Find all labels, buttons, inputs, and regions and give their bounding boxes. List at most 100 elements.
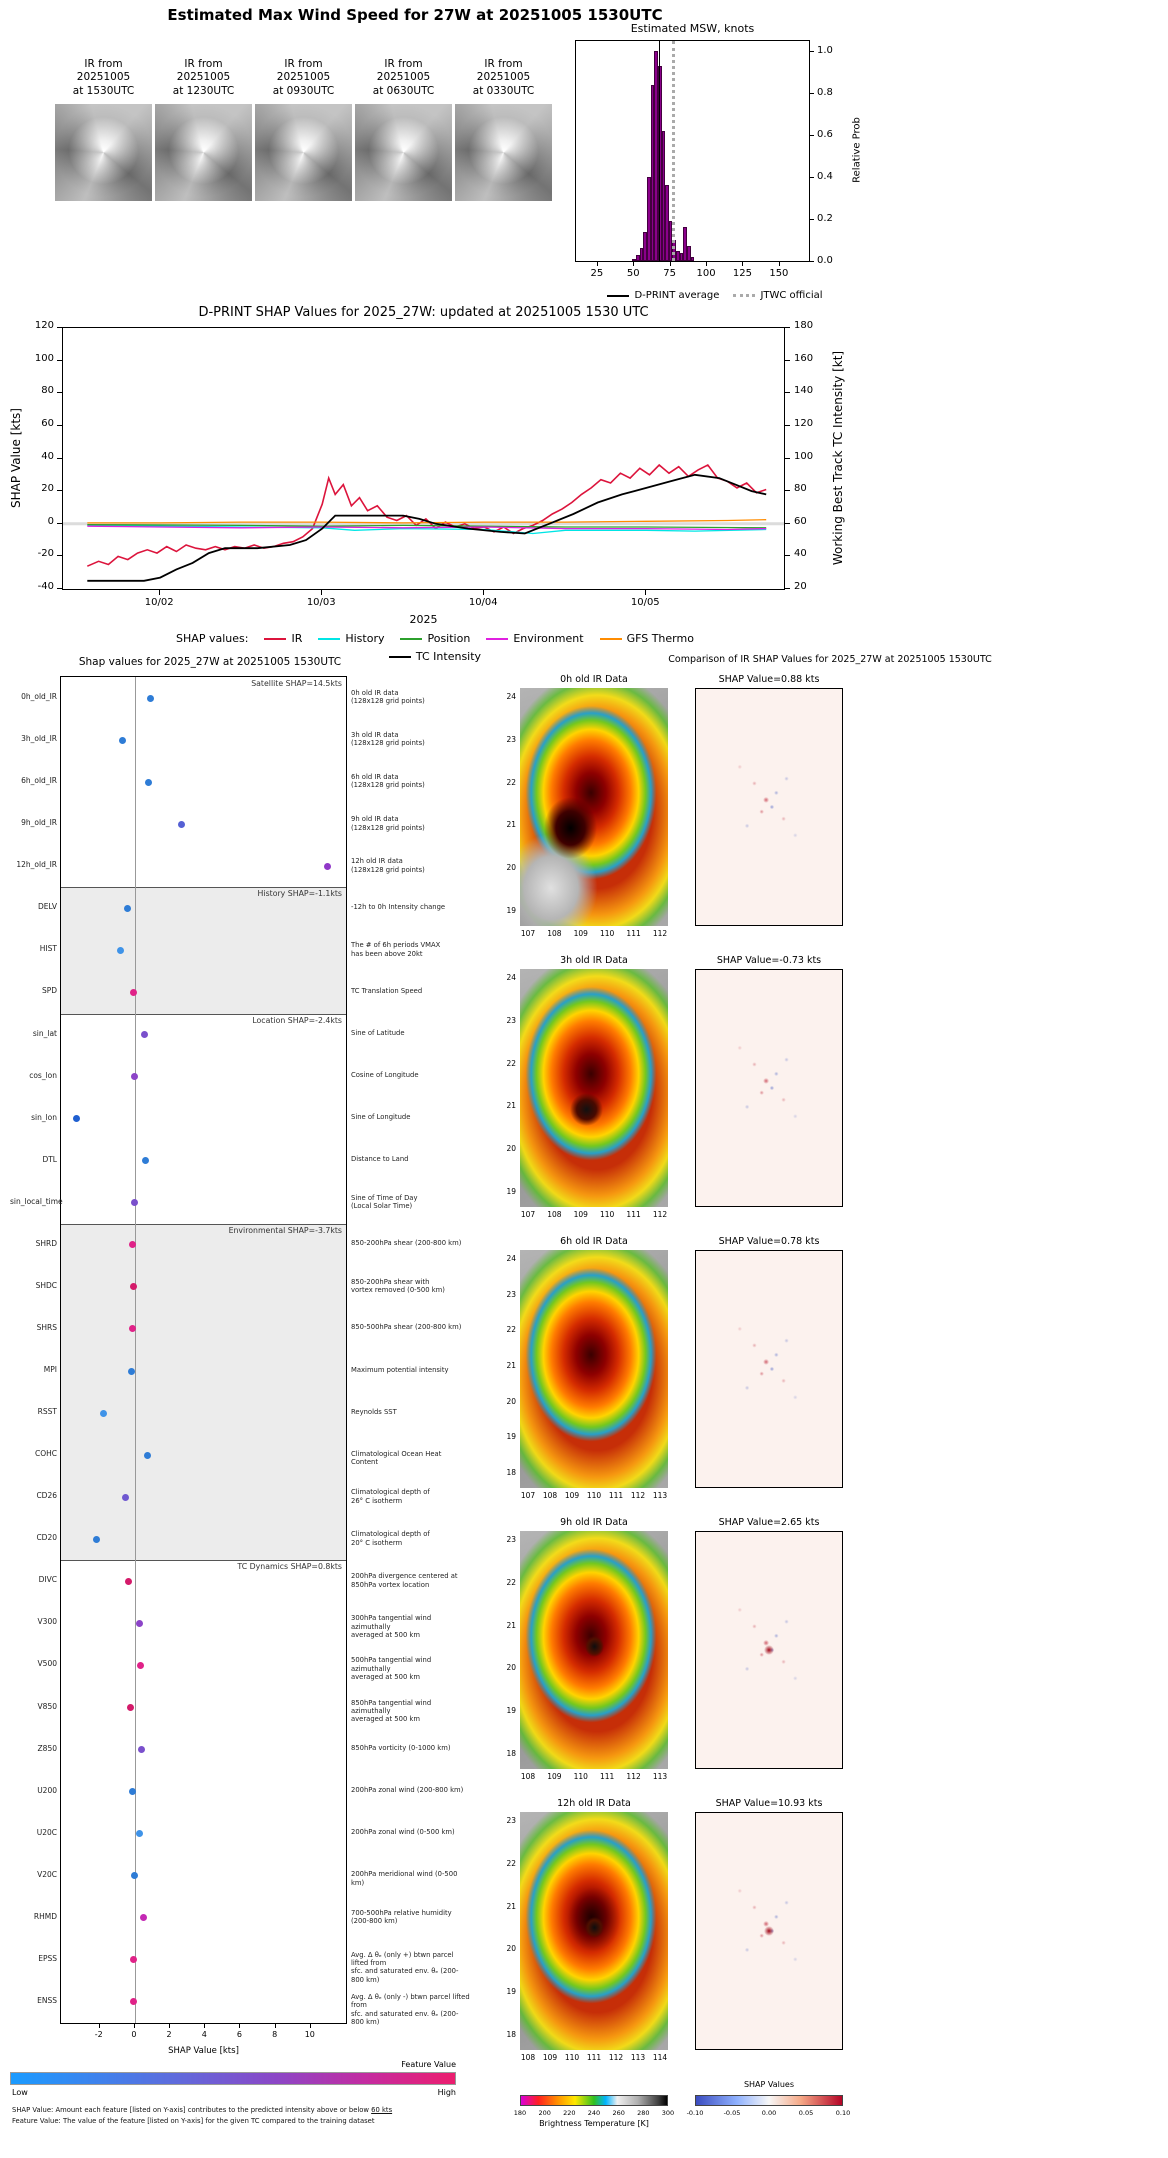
hist-y-ticklabel: 1.0 [817,45,833,56]
lat-ticklabel: 19 [506,1706,516,1716]
series-history [87,524,767,535]
desc-line: 200hPa meridional wind (0-500 km) [351,1870,458,1887]
lon-ticklabel: 112 [630,1491,646,1500]
thumbnail-label-line: IR from [284,58,323,70]
footnote-shap-value-text: SHAP Value: Amount each feature [listed … [12,2106,372,2114]
lon-ticklabel: 109 [547,1772,562,1781]
thumbnail-label-line: 20251005 [476,71,531,84]
feature-desc-3h_old_IR: 3h old IR data (128x128 grid points) [351,731,470,748]
shap-dot-6h_old_IR [145,778,153,786]
shap-image-1 [695,969,843,1207]
ts-legend-swatch [400,637,423,640]
desc-line: 9h old IR data [351,815,399,824]
timeseries-svg [63,463,784,582]
ts-right-ticklabel: 100 [794,450,814,462]
feature-desc-COHC: Climatological Ocean Heat Content [351,1450,470,1467]
timeseries-legend-row1: SHAP values: IR History Position Environmen… [0,632,870,645]
histogram-bar [646,177,651,261]
timeseries-xlabel: 2025 [409,613,438,626]
lat-ticklabel: 18 [506,2030,516,2039]
bt-ticklabel: 260 [612,2109,625,2117]
lat-ticklabel: 21 [506,1101,516,1111]
lat-ticklabel: 21 [506,1620,516,1630]
ts-left-tickmark [57,327,62,328]
ts-left-ticklabel: 60 [41,417,54,429]
feature-desc-Z850: 850hPa vorticity (0-1000 km) [351,1744,470,1752]
desc-line: 850-200hPa shear (200-800 km) [351,1239,462,1248]
ts-legend-item-position: Position [400,632,470,645]
lon-ticklabel: 112 [652,929,668,938]
lon-ticklabel: 107 [520,1210,536,1219]
hist-x-tickmark [633,262,635,266]
ts-right-ticklabel: 180 [794,320,814,331]
desc-line: 850hPa tangential wind azimuthally [351,1698,432,1715]
ts-right-tickmark [785,359,790,361]
ts-left-ticklabel: 0 [47,515,54,527]
desc-line: Reynolds SST [351,1407,397,1416]
lat-ticklabel: 19 [506,1187,516,1196]
ts-legend-item-environment: Environment [486,632,584,645]
feature-label-3h_old_IR: 3h_old_IR [21,734,57,744]
shap-dot-RHMD [140,1914,148,1922]
thumbnail-label-line: IR from [384,58,423,70]
ts-right-tickmark [785,424,790,426]
feature-desc-DTL: Distance to Land [351,1155,470,1163]
lat-ticklabel: 20 [506,1663,516,1673]
thumbnail-label-line: at 0630UTC [372,84,435,97]
timeseries-legend-caption: SHAP values: [176,632,249,645]
lon-ticklabel: 110 [586,1491,602,1500]
histogram-bar [632,258,637,261]
lat-ticklabel: 22 [506,1577,516,1587]
feature-desc-V500: 500hPa tangential wind azimuthally averag… [351,1656,470,1681]
desc-line: (128x128 grid points) [351,739,425,748]
ts-right-ticklabel: 20 [794,581,807,592]
feature-desc-ENSS: Avg. Δ θₑ (only -) btwn parcel lifted fr… [351,1993,470,2026]
ts-left-ticklabel: 100 [34,352,54,364]
feature-desc-SHRS: 850-500hPa shear (200-800 km) [351,1323,470,1331]
hist-legend-item-jtwc-official: JTWC official [733,290,823,301]
ts-legend-swatch [486,637,509,640]
section-header-2: Location SHAP=-2.4kts [252,1015,342,1025]
ts-right-ticklabel: 80 [794,483,807,495]
dp-x-ticklabel: -2 [94,2030,103,2039]
ir-panel-title-4: 12h old IR Data [557,1798,631,1809]
lat-ticklabel: 22 [506,777,516,787]
ts-legend-label: Environment [513,632,584,645]
desc-line: Climatological Ocean Heat Content [351,1449,442,1466]
section-header-0: Satellite SHAP=14.5kts [251,679,342,688]
lat-ticklabel: 23 [506,1015,516,1025]
ts-left-tickmark [57,555,62,557]
lon-ticklabel: 111 [626,1210,641,1219]
ts-right-tickmark [785,555,790,557]
desc-line: vortex removed (0-500 km) [351,1286,445,1295]
dotplot-plot: Satellite SHAP=14.5kts History SHAP=-1.1k… [60,676,347,2024]
feature-label-V850: V850 [37,1701,57,1711]
ir-image-2 [520,1250,668,1488]
feature-label-sin_lat: sin_lat [32,1028,57,1038]
timeseries-ylabel-left: SHAP Value [kts] [9,408,23,508]
bt-ticklabel: 300 [661,2109,675,2117]
histogram-title: Estimated MSW, knots [630,22,755,35]
ir-image-0 [520,688,668,926]
ts-right-tickmark [785,457,790,459]
thumbnail-label-line: 20251005 [276,71,331,84]
histogram-bar [687,246,691,261]
shap-dot-DTL [141,1157,149,1165]
lon-ticklabel: 108 [520,1772,536,1781]
jtwc-official-line [672,41,676,261]
ir-thumbnail-strip: IR from 20251005 at 1530UTC IR from 20251005… [55,58,560,208]
lon-ticklabel: 113 [652,1772,668,1781]
feature-desc-9h_old_IR: 9h old IR data (128x128 grid points) [351,815,470,832]
lon-ticklabel: 108 [542,1491,558,1500]
ts-legend-swatch [318,637,341,640]
lat-ticklabel: 23 [506,1535,516,1544]
bt-ticklabel: 200 [538,2109,551,2117]
ir-panel-title-1: 3h old IR Data [560,955,628,966]
lon-ticklabel: 108 [520,2053,536,2062]
series-gfs-thermo [87,519,767,524]
thumbnail-label-line: 20251005 [76,71,131,84]
dprint-average-swatch [607,294,630,297]
feature-label-U200: U200 [37,1785,57,1795]
shap-dot-SHRD [128,1241,136,1249]
shap-dot-CD20 [92,1535,100,1543]
